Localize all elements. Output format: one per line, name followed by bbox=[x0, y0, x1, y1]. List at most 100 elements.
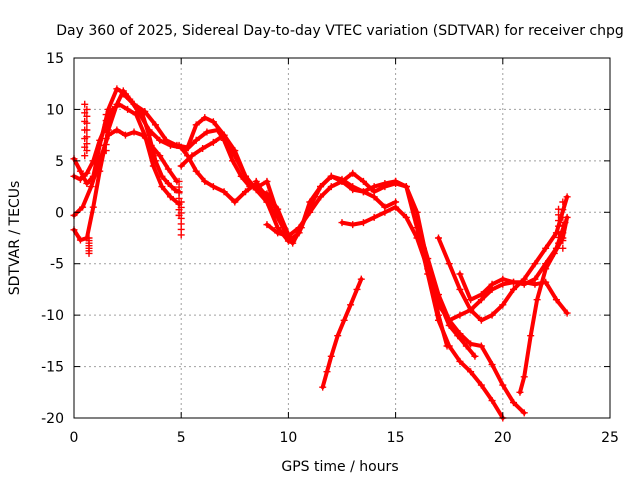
spike-point bbox=[83, 105, 91, 113]
data-point bbox=[520, 373, 528, 381]
data-marks bbox=[70, 85, 571, 422]
spike-point bbox=[177, 231, 185, 239]
data-point bbox=[488, 311, 496, 319]
data-point bbox=[467, 340, 475, 348]
data-point bbox=[349, 221, 357, 229]
data-point bbox=[113, 100, 121, 108]
marker-spike bbox=[559, 198, 567, 252]
data-point bbox=[477, 381, 485, 389]
data-point bbox=[370, 188, 378, 196]
data-point bbox=[467, 368, 475, 376]
data-point bbox=[552, 296, 560, 304]
data-point bbox=[392, 177, 400, 185]
data-point bbox=[359, 219, 367, 227]
y-tick-label: 15 bbox=[46, 51, 64, 67]
data-point bbox=[289, 239, 297, 247]
data-point bbox=[280, 224, 288, 232]
grid-lines bbox=[74, 58, 610, 418]
data-point bbox=[237, 172, 245, 180]
data-point bbox=[76, 175, 84, 183]
data-point bbox=[327, 183, 335, 191]
y-tick-label: -15 bbox=[41, 360, 64, 376]
spike-point bbox=[83, 126, 91, 134]
x-tick-label: 25 bbox=[601, 430, 619, 446]
data-point bbox=[156, 152, 164, 160]
y-tick-label: 0 bbox=[55, 205, 64, 221]
series-pass-18 bbox=[419, 244, 479, 360]
spike-point bbox=[83, 119, 91, 127]
series-pass-17 bbox=[319, 275, 365, 391]
series-pass-12 bbox=[392, 177, 507, 422]
data-point bbox=[323, 368, 331, 376]
spike-point bbox=[85, 249, 93, 257]
x-tick-label: 5 bbox=[177, 430, 186, 446]
data-point bbox=[87, 183, 95, 191]
data-point bbox=[499, 275, 507, 283]
spike-point bbox=[102, 129, 110, 137]
data-point bbox=[454, 332, 462, 340]
data-point bbox=[467, 296, 475, 304]
data-point bbox=[462, 342, 470, 350]
data-point bbox=[516, 388, 524, 396]
spike-point bbox=[559, 206, 567, 214]
data-point bbox=[340, 316, 348, 324]
data-point bbox=[201, 177, 209, 185]
data-point bbox=[563, 309, 571, 317]
data-point bbox=[151, 121, 159, 129]
data-point bbox=[231, 147, 239, 155]
data-point bbox=[456, 270, 464, 278]
data-point bbox=[242, 188, 250, 196]
data-point bbox=[199, 145, 207, 153]
data-point bbox=[192, 121, 200, 129]
data-point bbox=[220, 188, 228, 196]
data-point bbox=[531, 275, 539, 283]
data-point bbox=[164, 179, 172, 187]
y-axis-label: SDTVAR / TECUs bbox=[7, 181, 23, 296]
spike-point bbox=[81, 152, 89, 160]
data-point bbox=[510, 285, 518, 293]
data-point bbox=[327, 172, 335, 180]
series-trace bbox=[72, 88, 184, 243]
data-point bbox=[149, 162, 157, 170]
marker-spike bbox=[85, 234, 93, 257]
data-point bbox=[402, 183, 410, 191]
data-point bbox=[499, 301, 507, 309]
data-point bbox=[263, 177, 271, 185]
data-point bbox=[201, 114, 209, 122]
data-point bbox=[295, 224, 303, 232]
y-tick-label: -20 bbox=[41, 411, 64, 427]
x-tick-label: 10 bbox=[279, 430, 297, 446]
data-point bbox=[121, 131, 129, 139]
spike-point bbox=[559, 244, 567, 252]
data-point bbox=[542, 265, 550, 273]
data-point bbox=[327, 352, 335, 360]
spike-point bbox=[102, 135, 110, 143]
data-point bbox=[445, 321, 453, 329]
spike-point bbox=[83, 133, 91, 141]
data-point bbox=[113, 126, 121, 134]
data-point bbox=[456, 285, 464, 293]
data-point bbox=[89, 157, 97, 165]
data-point bbox=[181, 147, 189, 155]
spike-point bbox=[559, 229, 567, 237]
data-point bbox=[563, 193, 571, 201]
data-point bbox=[353, 285, 361, 293]
data-point bbox=[520, 280, 528, 288]
data-point bbox=[171, 186, 179, 194]
data-point bbox=[428, 275, 436, 283]
data-point bbox=[477, 316, 485, 324]
data-point bbox=[188, 152, 196, 160]
marker-spike bbox=[102, 111, 110, 155]
data-point bbox=[359, 188, 367, 196]
data-point bbox=[334, 332, 342, 340]
spike-point bbox=[83, 147, 91, 155]
data-point bbox=[488, 397, 496, 405]
chart-title: Day 360 of 2025, Sidereal Day-to-day VTE… bbox=[56, 23, 624, 39]
data-point bbox=[158, 183, 166, 191]
data-point bbox=[274, 229, 282, 237]
data-point bbox=[456, 357, 464, 365]
data-point bbox=[272, 203, 280, 211]
data-point bbox=[349, 169, 357, 177]
data-point bbox=[357, 275, 365, 283]
marker-spike bbox=[83, 105, 91, 155]
